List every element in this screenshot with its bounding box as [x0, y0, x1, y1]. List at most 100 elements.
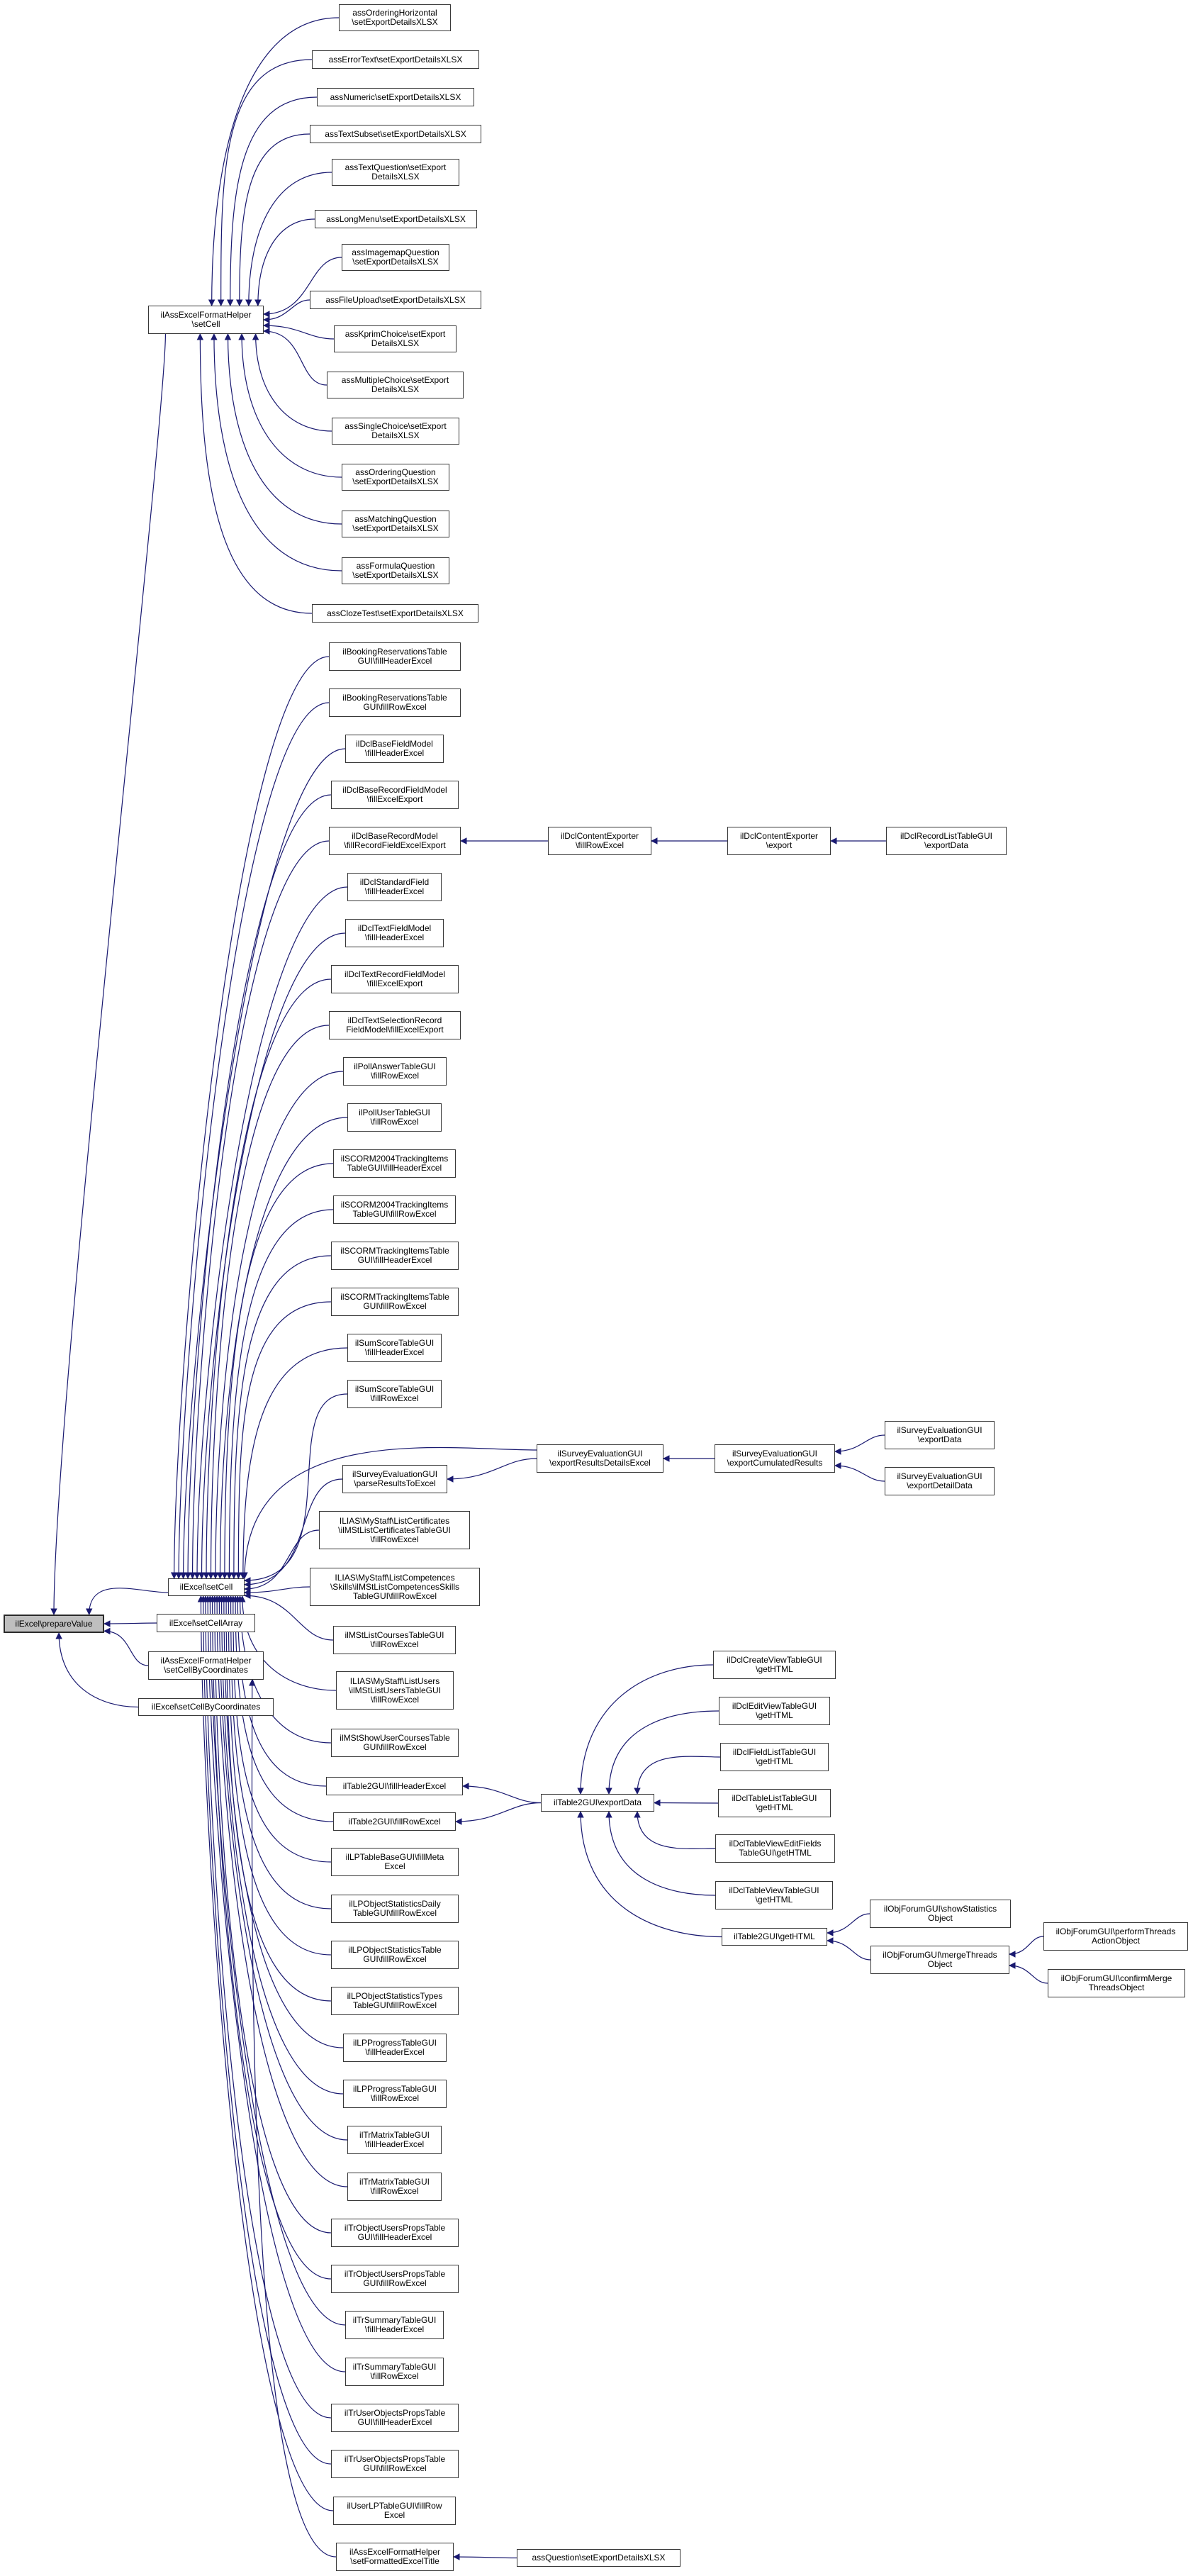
graph-node-label: ilSurveyEvaluationGUI \parseResultsToExc…	[352, 1469, 438, 1488]
graph-node-k1[interactable]: assQuestion\setExportDetailsXLSX	[517, 2549, 680, 2567]
call-edge-a9-to-b	[263, 322, 335, 340]
graph-node-label: ilPollUserTableGUI \fillRowExcel	[359, 1108, 430, 1127]
graph-node-label: ilTable2GUI\fillRowExcel	[348, 1816, 441, 1827]
graph-node-c11[interactable]: ilPollUserTableGUI \fillRowExcel	[347, 1103, 442, 1132]
graph-node-c7[interactable]: ilDclTextFieldModel \fillHeaderExcel	[345, 919, 444, 947]
graph-node-j2[interactable]: ilObjForumGUI\confirmMerge ThreadsObject	[1048, 1969, 1185, 1997]
graph-node-label: assLongMenu\setExportDetailsXLSX	[326, 213, 466, 224]
graph-node-i2[interactable]: ilObjForumGUI\mergeThreads Object	[870, 1946, 1009, 1974]
call-edge-a3-to-b	[226, 96, 318, 306]
graph-node-f2[interactable]: ilSurveyEvaluationGUI \exportCumulatedRe…	[715, 1444, 835, 1473]
graph-node-a8[interactable]: assFileUpload\setExportDetailsXLSX	[310, 291, 481, 309]
graph-node-c9[interactable]: ilDclTextSelectionRecord FieldModel\fill…	[329, 1011, 461, 1039]
graph-node-c38[interactable]: ilTrUserObjectsPropsTable GUI\fillHeader…	[331, 2404, 459, 2432]
graph-node-c27[interactable]: ilLPObjectStatisticsDaily TableGUI\fillR…	[331, 1895, 459, 1923]
graph-node-a11[interactable]: assSingleChoice\setExport DetailsXLSX	[332, 418, 459, 445]
graph-node-f1[interactable]: ilSurveyEvaluationGUI \exportResultsDeta…	[537, 1444, 663, 1473]
graph-node-a12[interactable]: assOrderingQuestion \setExportDetailsXLS…	[342, 464, 449, 491]
graph-node-a6[interactable]: assLongMenu\setExportDetailsXLSX	[315, 210, 477, 228]
graph-node-a2[interactable]: assErrorText\setExportDetailsXLSX	[312, 50, 479, 69]
graph-node-g1[interactable]: ilTable2GUI\exportData	[541, 1794, 654, 1812]
graph-node-a4[interactable]: assTextSubset\setExportDetailsXLSX	[310, 125, 481, 143]
graph-node-e1[interactable]: ilDclContentExporter \fillRowExcel	[548, 827, 651, 855]
call-edge-c38-to-d1	[202, 1595, 332, 2419]
graph-node-c12[interactable]: ilSCORM2004TrackingItems TableGUI\fillHe…	[333, 1149, 456, 1178]
graph-node-j1[interactable]: ilObjForumGUI\performThreads ActionObjec…	[1043, 1922, 1188, 1951]
graph-node-label: ilAssExcelFormatHelper \setCellByCoordin…	[160, 1656, 252, 1675]
graph-node-c32[interactable]: ilTrMatrixTableGUI \fillHeaderExcel	[347, 2126, 442, 2154]
graph-node-c24[interactable]: ilTable2GUI\fillHeaderExcel	[326, 1777, 463, 1795]
graph-node-h2[interactable]: ilDclEditViewTableGUI \getHTML	[719, 1697, 830, 1725]
graph-node-c21[interactable]: ilMStListCoursesTableGUI \fillRowExcel	[333, 1626, 456, 1654]
graph-node-label: assMultipleChoice\setExport DetailsXLSX	[341, 375, 449, 394]
graph-node-label: ilTrSummaryTableGUI \fillHeaderExcel	[352, 2315, 437, 2334]
graph-node-c23[interactable]: ilMStShowUserCoursesTable GUI\fillRowExc…	[331, 1729, 459, 1757]
graph-node-d1[interactable]: ilExcel\setCell	[168, 1578, 245, 1596]
graph-node-c17[interactable]: ilSumScoreTableGUI \fillRowExcel	[347, 1380, 442, 1408]
graph-node-c35[interactable]: ilTrObjectUsersPropsTable GUI\fillRowExc…	[331, 2265, 459, 2293]
graph-node-c6[interactable]: ilDclStandardField \fillHeaderExcel	[347, 873, 442, 901]
graph-node-d3[interactable]: ilAssExcelFormatHelper \setCellByCoordin…	[148, 1651, 264, 1680]
graph-node-c8[interactable]: ilDclTextRecordFieldModel \fillExcelExpo…	[331, 965, 459, 993]
call-edge-c3-to-d1	[179, 748, 346, 1579]
graph-node-b[interactable]: ilAssExcelFormatHelper \setCell	[148, 306, 264, 334]
graph-node-c19[interactable]: ILIAS\MyStaff\ListCertificates \ilMStLis…	[319, 1511, 470, 1549]
graph-node-d2[interactable]: ilExcel\setCellArray	[157, 1614, 255, 1632]
graph-node-h7[interactable]: ilTable2GUI\getHTML	[722, 1928, 827, 1946]
graph-node-a7[interactable]: assImagemapQuestion \setExportDetailsXLS…	[342, 244, 449, 271]
graph-node-c28[interactable]: ilLPObjectStatisticsTable GUI\fillRowExc…	[331, 1941, 459, 1969]
graph-node-label: ilLPObjectStatisticsTable GUI\fillRowExc…	[348, 1945, 442, 1964]
graph-node-label: assKprimChoice\setExport DetailsXLSX	[345, 329, 446, 348]
graph-node-f3[interactable]: ilSurveyEvaluationGUI \exportData	[885, 1421, 995, 1449]
graph-node-c26[interactable]: ilLPTableBaseGUI\fillMeta Excel	[331, 1848, 459, 1876]
graph-node-c16[interactable]: ilSumScoreTableGUI \fillHeaderExcel	[347, 1334, 442, 1362]
graph-node-label: assFileUpload\setExportDetailsXLSX	[325, 294, 466, 305]
graph-node-c13[interactable]: ilSCORM2004TrackingItems TableGUI\fillRo…	[333, 1195, 456, 1224]
graph-node-label: ilDclBaseRecordModel \fillRecordFieldExc…	[344, 831, 446, 850]
graph-node-a10[interactable]: assMultipleChoice\setExport DetailsXLSX	[327, 372, 464, 398]
graph-node-c4[interactable]: ilDclBaseRecordFieldModel \fillExcelExpo…	[331, 781, 459, 809]
graph-node-a13[interactable]: assMatchingQuestion \setExportDetailsXLS…	[342, 511, 449, 537]
graph-node-label: ilSumScoreTableGUI \fillHeaderExcel	[354, 1338, 435, 1357]
graph-node-e3[interactable]: ilDclRecordListTableGUI \exportData	[886, 827, 1007, 855]
graph-node-c40[interactable]: ilUserLPTableGUI\fillRow Excel	[333, 2497, 456, 2525]
graph-node-c15[interactable]: ilSCORMTrackingItemsTable GUI\fillRowExc…	[331, 1288, 459, 1316]
graph-node-c5[interactable]: ilDclBaseRecordModel \fillRecordFieldExc…	[329, 827, 461, 855]
graph-node-e2[interactable]: ilDclContentExporter \export	[727, 827, 831, 855]
graph-node-c37[interactable]: ilTrSummaryTableGUI \fillRowExcel	[345, 2358, 444, 2386]
graph-node-label: ilDclBaseRecordFieldModel \fillExcelExpo…	[342, 785, 447, 804]
graph-node-c2[interactable]: ilBookingReservationsTable GUI\fillRowEx…	[329, 688, 461, 717]
graph-node-c30[interactable]: ilLPProgressTableGUI \fillHeaderExcel	[343, 2034, 447, 2062]
graph-node-d4[interactable]: ilExcel\setCellByCoordinates	[138, 1698, 274, 1716]
graph-node-c41[interactable]: ilAssExcelFormatHelper \setFormattedExce…	[336, 2543, 454, 2571]
graph-node-c14[interactable]: ilSCORMTrackingItemsTable GUI\fillHeader…	[331, 1242, 459, 1270]
graph-node-h3[interactable]: ilDclFieldListTableGUI \getHTML	[720, 1743, 829, 1771]
graph-node-h5[interactable]: ilDclTableViewEditFields TableGUI\getHTM…	[715, 1834, 835, 1863]
graph-node-h1[interactable]: ilDclCreateViewTableGUI \getHTML	[713, 1651, 836, 1679]
graph-node-a1[interactable]: assOrderingHorizontal \setExportDetailsX…	[339, 4, 451, 31]
graph-node-c10[interactable]: ilPollAnswerTableGUI \fillRowExcel	[343, 1057, 447, 1086]
graph-node-c1[interactable]: ilBookingReservationsTable GUI\fillHeade…	[329, 642, 461, 671]
graph-node-label: ILIAS\MyStaff\ListCompetences \Skills\il…	[330, 1572, 460, 1601]
graph-node-f4[interactable]: ilSurveyEvaluationGUI \exportDetailData	[885, 1467, 995, 1495]
graph-node-c36[interactable]: ilTrSummaryTableGUI \fillHeaderExcel	[345, 2311, 444, 2339]
graph-node-h4[interactable]: ilDclTableListTableGUI \getHTML	[718, 1789, 831, 1817]
graph-node-c33[interactable]: ilTrMatrixTableGUI \fillRowExcel	[347, 2173, 442, 2201]
graph-node-a15[interactable]: assClozeTest\setExportDetailsXLSX	[312, 604, 478, 623]
graph-node-c3[interactable]: ilDclBaseFieldModel \fillHeaderExcel	[345, 735, 444, 763]
graph-node-c18[interactable]: ilSurveyEvaluationGUI \parseResultsToExc…	[342, 1465, 447, 1493]
graph-node-c29[interactable]: ilLPObjectStatisticsTypes TableGUI\fillR…	[331, 1987, 459, 2015]
graph-node-c39[interactable]: ilTrUserObjectsPropsTable GUI\fillRowExc…	[331, 2450, 459, 2478]
graph-node-a3[interactable]: assNumeric\setExportDetailsXLSX	[317, 88, 474, 106]
graph-node-c34[interactable]: ilTrObjectUsersPropsTable GUI\fillHeader…	[331, 2219, 459, 2247]
graph-node-label: ilDclContentExporter \fillRowExcel	[560, 831, 639, 850]
graph-node-a9[interactable]: assKprimChoice\setExport DetailsXLSX	[334, 325, 457, 352]
graph-node-a5[interactable]: assTextQuestion\setExport DetailsXLSX	[332, 159, 459, 186]
graph-node-c25[interactable]: ilTable2GUI\fillRowExcel	[333, 1812, 456, 1831]
graph-node-a14[interactable]: assFormulaQuestion \setExportDetailsXLSX	[342, 557, 449, 584]
graph-node-h6[interactable]: ilDclTableViewTableGUI \getHTML	[715, 1881, 833, 1909]
graph-node-i1[interactable]: ilObjForumGUI\showStatistics Object	[870, 1900, 1011, 1928]
graph-node-c22[interactable]: ILIAS\MyStaff\ListUsers \ilMStListUsersT…	[336, 1671, 454, 1710]
graph-node-c31[interactable]: ilLPProgressTableGUI \fillRowExcel	[343, 2080, 447, 2108]
graph-node-c20[interactable]: ILIAS\MyStaff\ListCompetences \Skills\il…	[310, 1568, 480, 1606]
